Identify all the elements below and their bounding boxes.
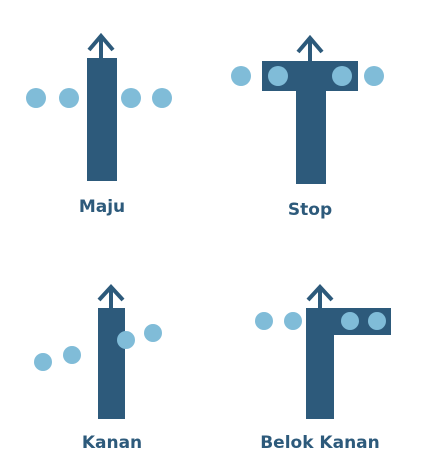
label-kanan: Kanan	[81, 433, 143, 453]
marker-dot	[144, 324, 162, 342]
panel-belok-kanan	[255, 284, 391, 419]
marker-dot	[341, 312, 359, 330]
panel-kanan	[34, 284, 162, 419]
marker-dot	[368, 312, 386, 330]
marker-dot	[121, 88, 141, 108]
marker-dot	[26, 88, 46, 108]
label-stop: Stop	[287, 200, 333, 220]
marker-dot	[284, 312, 302, 330]
up-arrow-icon	[87, 32, 115, 60]
road-bar	[87, 58, 117, 181]
marker-dot	[364, 66, 384, 86]
marker-dot	[59, 88, 79, 108]
panel-maju	[26, 32, 172, 181]
label-maju: Maju	[78, 197, 126, 217]
marker-dot	[63, 346, 81, 364]
marker-dot	[332, 66, 352, 86]
up-arrow-icon	[306, 284, 334, 310]
marker-dot	[231, 66, 251, 86]
road-bar	[296, 88, 326, 184]
marker-dot	[255, 312, 273, 330]
up-arrow-icon	[296, 34, 324, 63]
road-bar	[98, 308, 125, 419]
label-belok-kanan: Belok Kanan	[260, 433, 380, 453]
marker-dot	[117, 331, 135, 349]
up-arrow-icon	[97, 284, 125, 310]
marker-dot	[152, 88, 172, 108]
marker-dot	[268, 66, 288, 86]
panel-stop	[231, 34, 384, 184]
marker-dot	[34, 353, 52, 371]
